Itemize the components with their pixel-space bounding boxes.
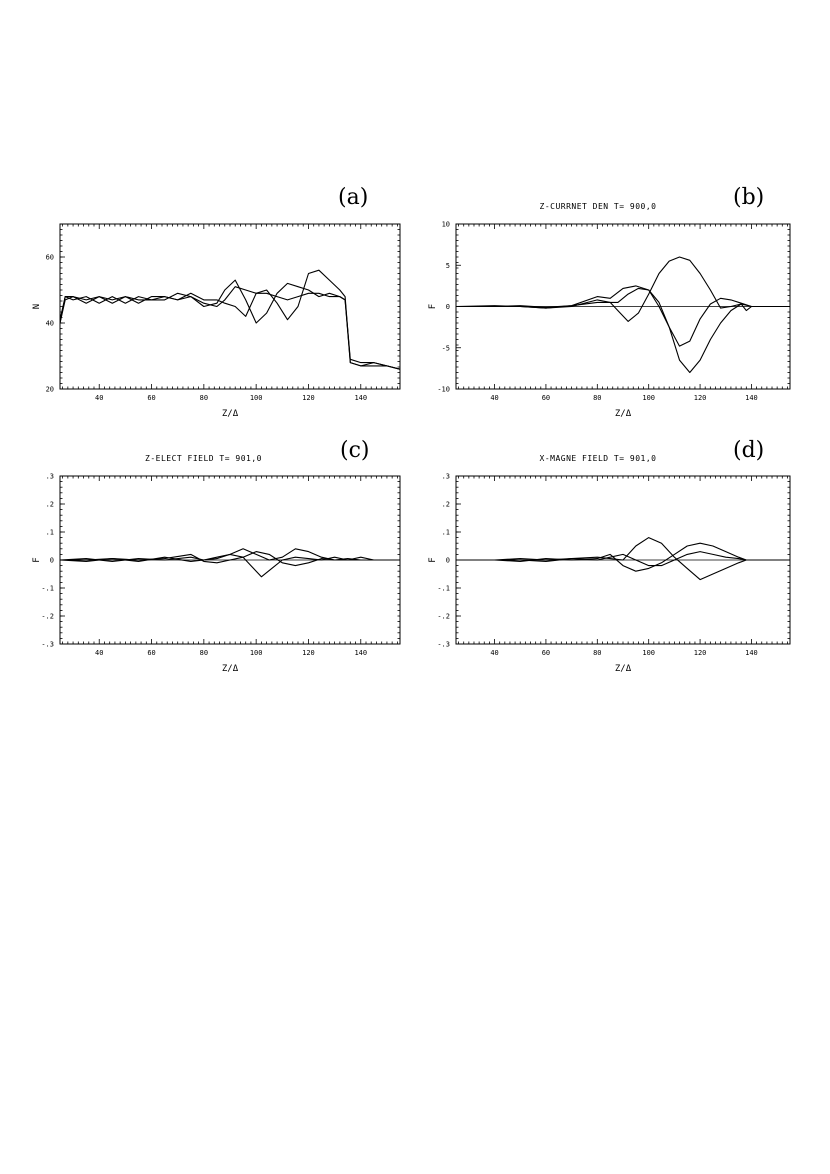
y-axis-label: F: [428, 557, 438, 562]
x-tick-label: 60: [542, 394, 550, 402]
y-tick-label: .2: [442, 501, 450, 509]
panel-label: (c): [340, 438, 370, 463]
x-tick-label: 100: [642, 394, 655, 402]
y-tick-label: -.1: [437, 585, 450, 593]
x-tick-label: 40: [95, 394, 103, 402]
y-tick-label: -.2: [41, 613, 54, 621]
x-tick-label: 60: [147, 649, 155, 657]
series-line-1: [456, 256, 790, 322]
y-tick-label: 5: [446, 262, 450, 270]
x-axis-label: Z/Δ: [222, 664, 239, 674]
panel-label: (a): [338, 185, 368, 210]
y-tick-label: -.3: [41, 641, 54, 649]
x-tick-label: 80: [200, 394, 208, 402]
series-line-3: [60, 551, 400, 567]
x-tick-label: 40: [490, 394, 498, 402]
series-line-2: [60, 553, 400, 578]
y-tick-label: 40: [46, 320, 54, 328]
y-axis-label: F: [32, 557, 42, 562]
y-tick-label: 60: [46, 254, 54, 262]
y-tick-label: 0: [446, 557, 450, 565]
x-tick-label: 60: [147, 394, 155, 402]
x-tick-label: 120: [302, 649, 315, 657]
x-tick-label: 80: [593, 649, 601, 657]
x-tick-label: 120: [302, 394, 315, 402]
x-tick-label: 40: [95, 649, 103, 657]
panel-label: (b): [733, 185, 764, 210]
x-axis-label: Z/Δ: [615, 664, 632, 674]
y-tick-label: -5: [442, 344, 450, 352]
x-tick-label: 140: [354, 649, 367, 657]
x-tick-label: 140: [745, 649, 758, 657]
y-tick-label: .1: [442, 529, 450, 537]
y-tick-label: .3: [442, 473, 450, 481]
y-tick-label: -.3: [437, 641, 450, 649]
y-tick-label: 20: [46, 386, 54, 394]
panel-b: (b)Z-CURRNET DEN T= 900,040 60 80 100 120 140…: [428, 185, 791, 419]
series-line-2: [456, 542, 790, 572]
x-tick-label: 120: [694, 394, 707, 402]
chart-title: Z-CURRNET DEN T= 900,0: [540, 202, 657, 211]
x-tick-label: 80: [200, 649, 208, 657]
panel-a: (a) 40 60 80 100 120 140 20 40 60 Z/Δ N: [32, 185, 401, 419]
x-tick-label: 120: [694, 649, 707, 657]
y-tick-label: 10: [442, 221, 450, 229]
series-line-2: [60, 279, 400, 370]
x-axis-label: Z/Δ: [615, 409, 632, 419]
series-line-3: [456, 285, 790, 347]
x-tick-label: 140: [745, 394, 758, 402]
x-tick-label: 100: [250, 649, 263, 657]
y-tick-label: .2: [46, 501, 54, 509]
y-tick-label: -10: [437, 386, 450, 394]
panel-c: (c) Z-ELECT FIELD T= 901,0 40 60 80 100 120 140…: [32, 438, 401, 674]
y-tick-label: -.1: [41, 585, 54, 593]
x-tick-label: 140: [354, 394, 367, 402]
y-tick-label: 0: [50, 557, 54, 565]
chart-title: X-MAGNE FIELD T= 901,0: [540, 454, 657, 463]
x-tick-label: 80: [593, 394, 601, 402]
series-line-3: [456, 551, 790, 567]
y-tick-label: -.2: [437, 613, 450, 621]
panel-label: (d): [733, 438, 764, 463]
panel-d: (d) X-MAGNE FIELD T= 901,0 40 60 80 100 120 140…: [428, 438, 791, 674]
series-line-1: [456, 537, 790, 581]
y-tick-label: .3: [46, 473, 54, 481]
y-tick-label: 0: [446, 303, 450, 311]
x-tick-label: 40: [490, 649, 498, 657]
x-tick-label: 100: [642, 649, 655, 657]
x-axis-label: Z/Δ: [222, 409, 239, 419]
chart-title: Z-ELECT FIELD T= 901,0: [145, 454, 262, 463]
plot-frame: [59, 223, 401, 390]
y-axis-label: N: [32, 304, 42, 309]
series-line-2: [456, 287, 790, 374]
series-line-3: [60, 269, 400, 370]
y-axis-label: F: [428, 304, 438, 309]
y-tick-label: .1: [46, 529, 54, 537]
x-tick-label: 60: [542, 649, 550, 657]
x-tick-label: 100: [250, 394, 263, 402]
